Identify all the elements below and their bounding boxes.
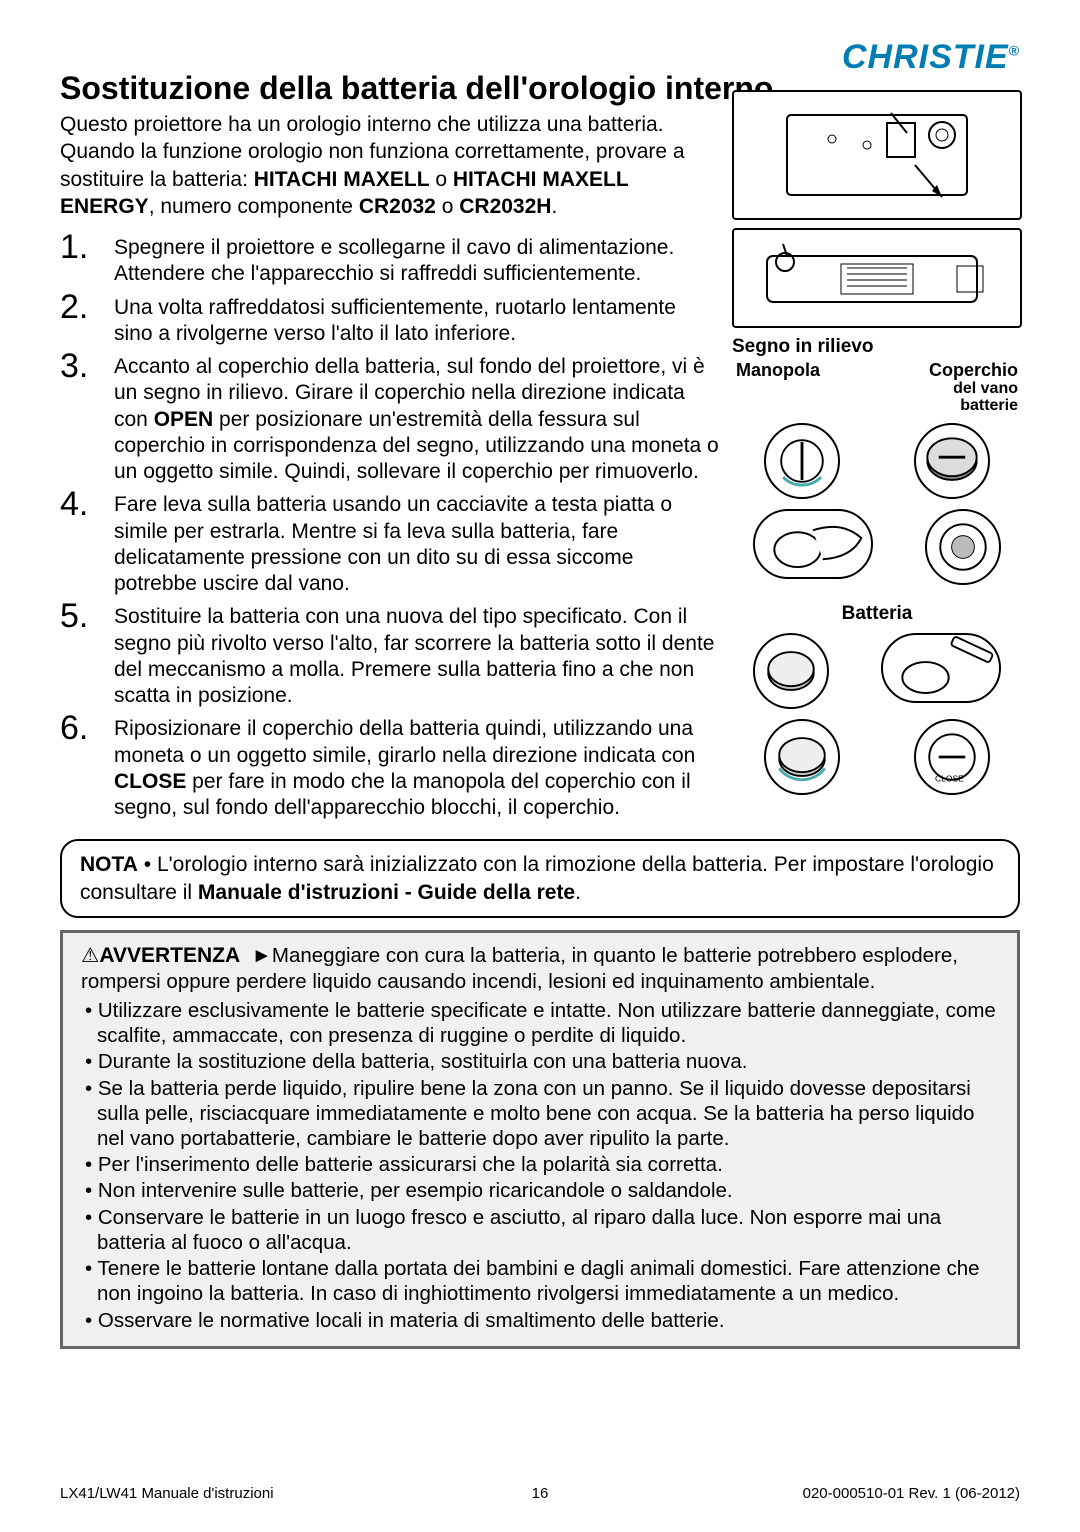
warning-list: Utilizzare esclusivamente le batterie sp… xyxy=(81,998,999,1333)
s3-b: OPEN xyxy=(154,408,214,431)
warning-item: Utilizzare esclusivamente le batterie sp… xyxy=(81,998,999,1048)
intro-m2: , numero componente xyxy=(149,195,359,218)
cover-close-icon: CLOSE xyxy=(914,719,990,795)
warning-item: Osservare le normative locali in materia… xyxy=(81,1308,999,1333)
hand-turn-icon xyxy=(753,509,873,579)
step-body: Fare leva sulla batteria usando un cacci… xyxy=(114,487,720,597)
label-coperchio2: del vano xyxy=(732,381,1018,398)
step-2: 2. Una volta raffreddatosi sufficienteme… xyxy=(60,290,720,348)
knob-icon xyxy=(764,423,840,499)
brand-logo: CHRISTIE® xyxy=(842,38,1020,77)
warning-arrow-icon: ► xyxy=(252,944,272,967)
warning-item: Se la batteria perde liquido, ripulire b… xyxy=(81,1076,999,1152)
intro-m1: o xyxy=(430,168,453,191)
step-num: 6. xyxy=(60,711,114,821)
step-num: 1. xyxy=(60,230,114,288)
intro-b1: HITACHI MAXELL xyxy=(254,168,430,191)
svg-text:CLOSE: CLOSE xyxy=(935,773,964,783)
step-1: 1. Spegnere il proiettore e scollegarne … xyxy=(60,230,720,288)
warning-item: Durante la sostituzione della batteria, … xyxy=(81,1049,999,1074)
step-body: Sostituire la batteria con una nuova del… xyxy=(114,599,720,709)
s6-post: per fare in modo che la manopola del cop… xyxy=(114,770,691,819)
battery-insert-icon xyxy=(764,719,840,795)
hand-svg xyxy=(755,511,871,579)
brand-text: CHRISTIE xyxy=(842,38,1009,76)
brand-reg: ® xyxy=(1009,43,1020,59)
warning-item: Non intervenire sulle batterie, per esem… xyxy=(81,1178,999,1203)
warning-label: AVVERTENZA xyxy=(99,944,240,967)
cover2-svg xyxy=(927,511,999,583)
note-box: NOTA • L'orologio interno sarà inizializ… xyxy=(60,839,1020,918)
projector-top-icon xyxy=(777,105,977,205)
projector-side-icon xyxy=(757,238,997,318)
intro-b4: CR2032H xyxy=(459,195,551,218)
battery-icon xyxy=(753,633,829,709)
warning-item: Tenere le batterie lontane dalla portata… xyxy=(81,1256,999,1306)
step-body: Riposizionare il coperchio della batteri… xyxy=(114,711,720,821)
fig-group-knob xyxy=(732,423,1022,585)
footer-right: 020-000510-01 Rev. 1 (06-2012) xyxy=(803,1485,1020,1502)
step-num: 5. xyxy=(60,599,114,709)
figure-projector xyxy=(732,228,1022,328)
label-coperchio3: batterie xyxy=(732,398,1018,415)
page-footer: LX41/LW41 Manuale d'istruzioni 16 020-00… xyxy=(60,1485,1020,1502)
step-6: 6. Riposizionare il coperchio della batt… xyxy=(60,711,720,821)
fig-group-battery: CLOSE xyxy=(732,633,1022,795)
intro-b3: CR2032 xyxy=(359,195,436,218)
warning-icon: ⚠ xyxy=(81,943,99,968)
footer-page-number: 16 xyxy=(532,1485,549,1502)
intro-end: . xyxy=(551,195,557,218)
note-label: NOTA xyxy=(80,853,138,876)
step-5: 5. Sostituire la batteria con una nuova … xyxy=(60,599,720,709)
s6-b: CLOSE xyxy=(114,770,186,793)
close-svg: CLOSE xyxy=(916,721,988,793)
warning-item: Per l'inserimento delle batterie assicur… xyxy=(81,1152,999,1177)
step-3: 3. Accanto al coperchio della batteria, … xyxy=(60,349,720,485)
cover-svg xyxy=(916,425,988,497)
step-body: Accanto al coperchio della batteria, sul… xyxy=(114,349,720,485)
step-num: 4. xyxy=(60,487,114,597)
s6-pre: Riposizionare il coperchio della batteri… xyxy=(114,717,695,766)
cover-icon xyxy=(914,423,990,499)
step-4: 4. Fare leva sulla batteria usando un ca… xyxy=(60,487,720,597)
label-coperchio: Coperchio xyxy=(929,360,1018,381)
figure-top-view xyxy=(732,90,1022,220)
knob-svg xyxy=(766,425,838,497)
note-text-bold: Manuale d'istruzioni - Guide della rete xyxy=(198,881,575,904)
step-num: 3. xyxy=(60,349,114,485)
step-body: Spegnere il proiettore e scollegarne il … xyxy=(114,230,720,288)
intro-paragraph: Questo proiettore ha un orologio interno… xyxy=(60,111,700,220)
warning-box: ⚠AVVERTENZA ►Maneggiare con cura la batt… xyxy=(60,930,1020,1349)
step-body: Una volta raffreddatosi sufficientemente… xyxy=(114,290,720,348)
footer-left: LX41/LW41 Manuale d'istruzioni xyxy=(60,1485,274,1502)
label-segno: Segno in rilievo xyxy=(732,336,1022,358)
batt-svg xyxy=(755,635,827,707)
steps-list: 1. Spegnere il proiettore e scollegarne … xyxy=(60,230,720,821)
step-num: 2. xyxy=(60,290,114,348)
note-text-end: . xyxy=(575,881,581,904)
cover-removed-icon xyxy=(925,509,1001,585)
batt2-svg xyxy=(766,721,838,793)
hand-pry-icon xyxy=(881,633,1001,703)
figure-column: Segno in rilievo Manopola Coperchio del … xyxy=(732,90,1022,795)
label-batteria: Batteria xyxy=(732,603,1022,625)
warning-item: Conservare le batterie in un luogo fresc… xyxy=(81,1205,999,1255)
intro-m3: o xyxy=(436,195,459,218)
pry-svg xyxy=(883,635,999,703)
label-manopola: Manopola xyxy=(736,360,820,381)
label-row-mc: Manopola Coperchio xyxy=(732,360,1022,381)
